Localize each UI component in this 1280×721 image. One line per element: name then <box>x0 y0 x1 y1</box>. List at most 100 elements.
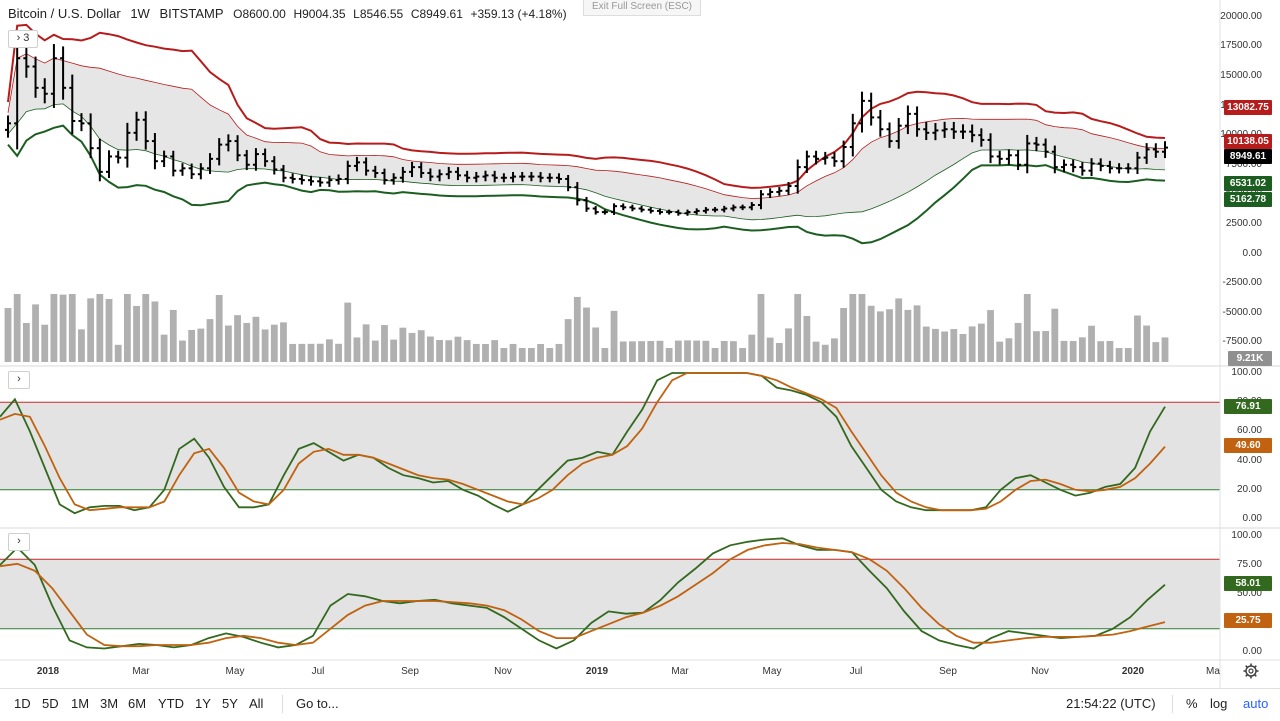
time-tick-label: Mar <box>671 666 689 677</box>
volume-bar <box>261 329 269 362</box>
volume-bar <box>583 307 590 362</box>
chart-canvas[interactable] <box>0 0 1280 688</box>
volume-bar <box>335 343 342 362</box>
stochastic-d-line <box>0 372 1166 512</box>
volume-bar <box>968 326 976 362</box>
time-tick-label: May <box>762 666 782 677</box>
volume-bar <box>629 341 636 362</box>
volume-bar <box>932 328 939 362</box>
range-button-5y[interactable]: 5Y <box>222 696 238 711</box>
price-tick-label: 2500.00 <box>1225 217 1262 229</box>
volume-bar <box>592 327 600 362</box>
goto-button[interactable]: Go to... <box>296 696 339 711</box>
volume-bar <box>849 294 857 362</box>
low-value: L8546.55 <box>353 7 404 21</box>
volume-bar <box>895 298 903 362</box>
auto-toggle[interactable]: auto <box>1243 696 1269 711</box>
volume-bar <box>766 337 774 362</box>
time-tick-label: Sep <box>401 666 419 677</box>
volume-bar <box>1152 342 1160 362</box>
volume-bar <box>123 294 131 362</box>
volume-bar <box>68 294 76 362</box>
volume-bar <box>775 343 783 362</box>
bb-lower-badge: 5162.78 <box>1224 192 1272 207</box>
symbol-name[interactable]: Bitcoin / U.S. Dollar <box>8 6 121 21</box>
time-tick-label: May <box>225 666 245 677</box>
range-button-1m[interactable]: 1M <box>71 696 90 711</box>
range-button-all[interactable]: All <box>249 696 264 711</box>
volume-bar <box>41 324 49 362</box>
log-toggle[interactable]: log <box>1210 696 1228 711</box>
collapse-indicators-button[interactable]: › 3 <box>8 30 38 48</box>
volume-bar <box>1106 340 1114 362</box>
volume-bar <box>1051 308 1059 362</box>
volume-bar <box>408 332 416 362</box>
volume-bar <box>50 294 58 362</box>
volume-bar <box>243 322 251 362</box>
volume-bar <box>344 302 352 362</box>
open-value: O8600.00 <box>233 7 286 21</box>
stoch1-expand-button[interactable]: › <box>8 371 30 389</box>
stochastic-tick-label: 20.00 <box>1236 483 1262 495</box>
bollinger-band-fill <box>8 53 1165 220</box>
volume-bar <box>160 334 168 362</box>
volume-bar <box>1097 341 1105 362</box>
range-button-3m[interactable]: 3M <box>100 696 119 711</box>
main-price-pane[interactable] <box>4 23 1169 362</box>
volume-bar <box>445 340 453 362</box>
time-tick-label: Sep <box>939 666 957 677</box>
volume-bar <box>1088 325 1095 362</box>
bb-inner-upper-badge: 10138.05 <box>1224 134 1272 149</box>
time-tick-label: 2018 <box>36 666 60 677</box>
volume-bar <box>500 348 508 362</box>
price-tick-label: 17500.00 <box>1220 40 1262 52</box>
stochastic-band-fill <box>0 402 1220 490</box>
stochastic-pane-1[interactable] <box>0 372 1220 515</box>
range-button-ytd[interactable]: YTD <box>158 696 184 711</box>
range-button-1y[interactable]: 1Y <box>195 696 211 711</box>
volume-bar <box>169 309 177 362</box>
stochastic-tick-label: 50.00 <box>1236 588 1262 599</box>
volume-bar <box>684 340 691 362</box>
time-tick-label: Mar <box>132 666 150 677</box>
interval-label[interactable]: 1W <box>130 6 150 21</box>
stochastic-d-line <box>0 542 1166 648</box>
range-button-1d[interactable]: 1D <box>14 696 31 711</box>
time-tick-label: Jul <box>849 666 863 677</box>
volume-bar <box>1069 341 1077 362</box>
volume-bar <box>537 344 544 362</box>
exit-fullscreen-button[interactable]: Exit Full Screen (ESC) <box>583 0 701 16</box>
volume-bar <box>13 294 21 362</box>
range-button-5d[interactable]: 5D <box>42 696 59 711</box>
stoch2-expand-button[interactable]: › <box>8 533 30 551</box>
volume-bar <box>463 340 471 362</box>
volume-bar <box>1023 294 1031 362</box>
volume-bar <box>59 294 67 362</box>
volume-bar <box>573 296 581 362</box>
volume-bar <box>987 310 994 362</box>
stochastic-tick-label: 0.00 <box>1242 646 1262 657</box>
volume-bar <box>730 341 737 362</box>
volume-bar <box>4 308 12 362</box>
volume-bar <box>215 295 223 362</box>
stochastic-pane-2[interactable] <box>0 537 1220 650</box>
close-value: C8949.61 <box>410 7 463 21</box>
utc-clock[interactable]: 21:54:22 (UTC) <box>1066 696 1156 711</box>
volume-bar <box>436 340 443 362</box>
volume-bar <box>381 325 388 362</box>
percent-toggle[interactable]: % <box>1186 696 1198 711</box>
volume-bar <box>831 338 838 362</box>
toolbar-divider <box>282 695 283 713</box>
bb-upper-badge: 13082.75 <box>1224 100 1272 115</box>
time-tick-label: Nov <box>1031 666 1049 677</box>
volume-bar <box>1143 325 1151 362</box>
range-button-6m[interactable]: 6M <box>128 696 147 711</box>
volume-bar <box>472 343 480 362</box>
settings-gear-icon[interactable] <box>1243 663 1259 679</box>
volume-bar <box>390 339 398 362</box>
volume-bar <box>528 348 535 362</box>
price-tick-label: -2500.00 <box>1222 277 1262 289</box>
stoch2-d-badge: 25.75 <box>1224 613 1272 628</box>
volume-bar <box>546 348 554 362</box>
volume-bar <box>1161 337 1169 362</box>
